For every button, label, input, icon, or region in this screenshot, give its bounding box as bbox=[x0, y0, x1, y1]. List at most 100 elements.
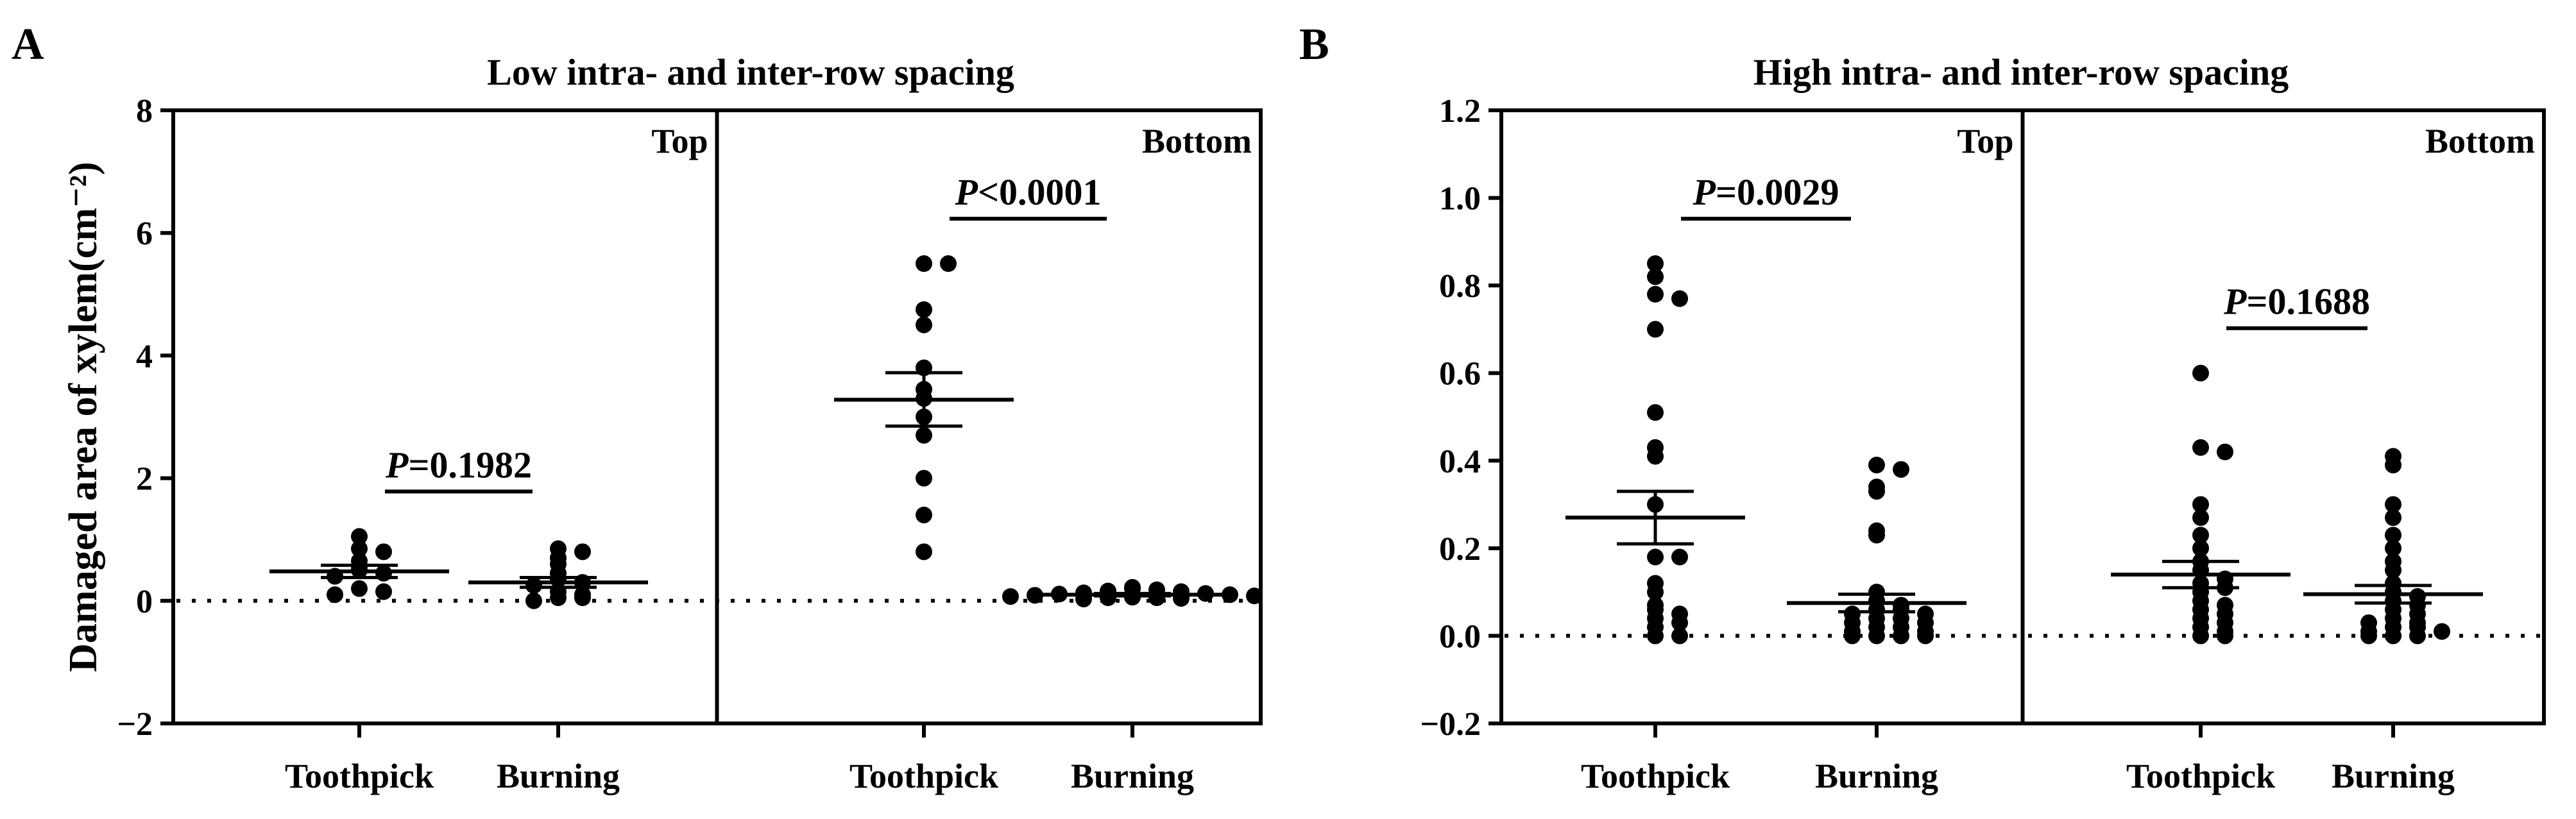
data-point bbox=[1893, 460, 1909, 478]
data-point bbox=[1917, 627, 1934, 645]
data-point bbox=[1647, 548, 1664, 566]
data-point bbox=[2385, 457, 2401, 474]
data-point bbox=[351, 528, 368, 545]
data-point bbox=[1647, 321, 1664, 338]
data-point bbox=[1893, 627, 1909, 645]
y-tick-label: 8 bbox=[136, 93, 153, 130]
data-point bbox=[916, 506, 932, 523]
x-tick-label: Burning bbox=[1815, 757, 1938, 795]
y-tick-label: −0.2 bbox=[1420, 706, 1481, 743]
data-point bbox=[1671, 548, 1688, 566]
data-point bbox=[1671, 290, 1688, 307]
data-point bbox=[2385, 627, 2401, 645]
panel-b: B High intra- and inter-row spacing −0.2… bbox=[1299, 20, 2546, 795]
y-tick-label: 1.0 bbox=[1439, 181, 1481, 217]
data-point bbox=[2434, 623, 2450, 640]
data-point bbox=[2192, 509, 2209, 527]
data-point bbox=[2360, 627, 2377, 645]
data-point bbox=[574, 589, 591, 607]
x-tick-label: Toothpick bbox=[849, 757, 998, 795]
x-tick-label: Toothpick bbox=[2126, 757, 2275, 795]
data-point bbox=[1173, 589, 1190, 607]
panel-title: Low intra- and inter-row spacing bbox=[487, 51, 1014, 93]
y-tick-label: 0.8 bbox=[1439, 268, 1481, 305]
data-point bbox=[525, 577, 542, 594]
data-point bbox=[916, 543, 932, 561]
data-point bbox=[2385, 496, 2401, 513]
x-tick-label: Toothpick bbox=[1581, 757, 1730, 795]
panel-a: A Low intra- and inter-row spacing Damag… bbox=[12, 20, 1263, 795]
subplot-label: Bottom bbox=[1142, 122, 1252, 160]
p-value-label: P=0.0029 bbox=[1693, 171, 1839, 213]
data-point bbox=[375, 583, 392, 600]
data-point bbox=[2385, 509, 2401, 527]
data-point bbox=[2192, 364, 2209, 382]
data-point bbox=[574, 543, 591, 561]
data-point bbox=[1647, 627, 1664, 645]
data-point bbox=[1868, 457, 1885, 474]
data-point bbox=[375, 543, 392, 561]
data-point bbox=[1647, 255, 1664, 272]
y-tick-label: −2 bbox=[117, 706, 153, 743]
p-value-label: P=0.1982 bbox=[385, 444, 532, 485]
x-tick-label: Toothpick bbox=[285, 757, 434, 795]
panel-title: High intra- and inter-row spacing bbox=[1753, 51, 2289, 93]
data-point bbox=[2192, 496, 2209, 513]
data-point bbox=[1647, 285, 1664, 303]
x-tick-label: Burning bbox=[2332, 757, 2455, 795]
data-point bbox=[1844, 627, 1861, 645]
data-point bbox=[1647, 404, 1664, 421]
subplot-label: Top bbox=[651, 122, 708, 160]
data-point bbox=[2385, 562, 2401, 578]
data-point bbox=[916, 469, 932, 487]
y-tick-label: 0 bbox=[136, 584, 153, 620]
data-point bbox=[351, 540, 368, 557]
data-point bbox=[1647, 584, 1664, 601]
x-tick-label: Burning bbox=[497, 757, 620, 795]
x-tick-label: Burning bbox=[1071, 757, 1194, 795]
data-point bbox=[550, 589, 567, 607]
y-tick-label: 1.2 bbox=[1439, 93, 1481, 130]
data-point bbox=[916, 255, 932, 272]
data-point bbox=[2385, 527, 2401, 544]
data-point bbox=[916, 316, 932, 334]
panel-letter: A bbox=[12, 20, 44, 69]
data-point bbox=[1246, 587, 1263, 605]
panel-letter: B bbox=[1299, 20, 1329, 69]
y-tick-label: 0.6 bbox=[1439, 356, 1481, 393]
data-point bbox=[2385, 539, 2401, 557]
data-point bbox=[1868, 483, 1885, 500]
data-point bbox=[1002, 588, 1019, 605]
data-point bbox=[916, 426, 932, 444]
data-point bbox=[916, 301, 932, 318]
y-tick-label: 6 bbox=[136, 215, 153, 252]
p-value-label: P<0.0001 bbox=[955, 171, 1102, 213]
data-point bbox=[1647, 268, 1664, 285]
data-point bbox=[525, 592, 542, 609]
data-point bbox=[1671, 614, 1688, 631]
data-point bbox=[2192, 527, 2209, 544]
data-point bbox=[1647, 448, 1664, 465]
data-point bbox=[1671, 627, 1688, 645]
data-point bbox=[2409, 627, 2426, 645]
data-point bbox=[2192, 627, 2209, 645]
data-point bbox=[1868, 627, 1885, 645]
data-point bbox=[327, 586, 343, 604]
y-axis-label: Damaged area of xylem(cm⁻²) bbox=[62, 162, 105, 672]
data-point bbox=[1868, 527, 1885, 544]
data-point bbox=[2192, 539, 2209, 557]
y-tick-label: 0.4 bbox=[1439, 443, 1481, 480]
data-point bbox=[940, 255, 957, 272]
y-tick-label: 0.2 bbox=[1439, 531, 1481, 568]
data-point bbox=[2192, 439, 2209, 456]
p-value-label: P=0.1688 bbox=[2223, 281, 2370, 323]
y-tick-label: 2 bbox=[136, 461, 153, 498]
y-tick-label: 0.0 bbox=[1439, 618, 1481, 655]
subplot-label: Top bbox=[1957, 122, 2013, 160]
data-point bbox=[351, 580, 368, 597]
data-point bbox=[1027, 587, 1043, 604]
data-point bbox=[2217, 443, 2233, 460]
subplot-label: Bottom bbox=[2425, 122, 2535, 160]
y-tick-label: 4 bbox=[136, 338, 153, 375]
